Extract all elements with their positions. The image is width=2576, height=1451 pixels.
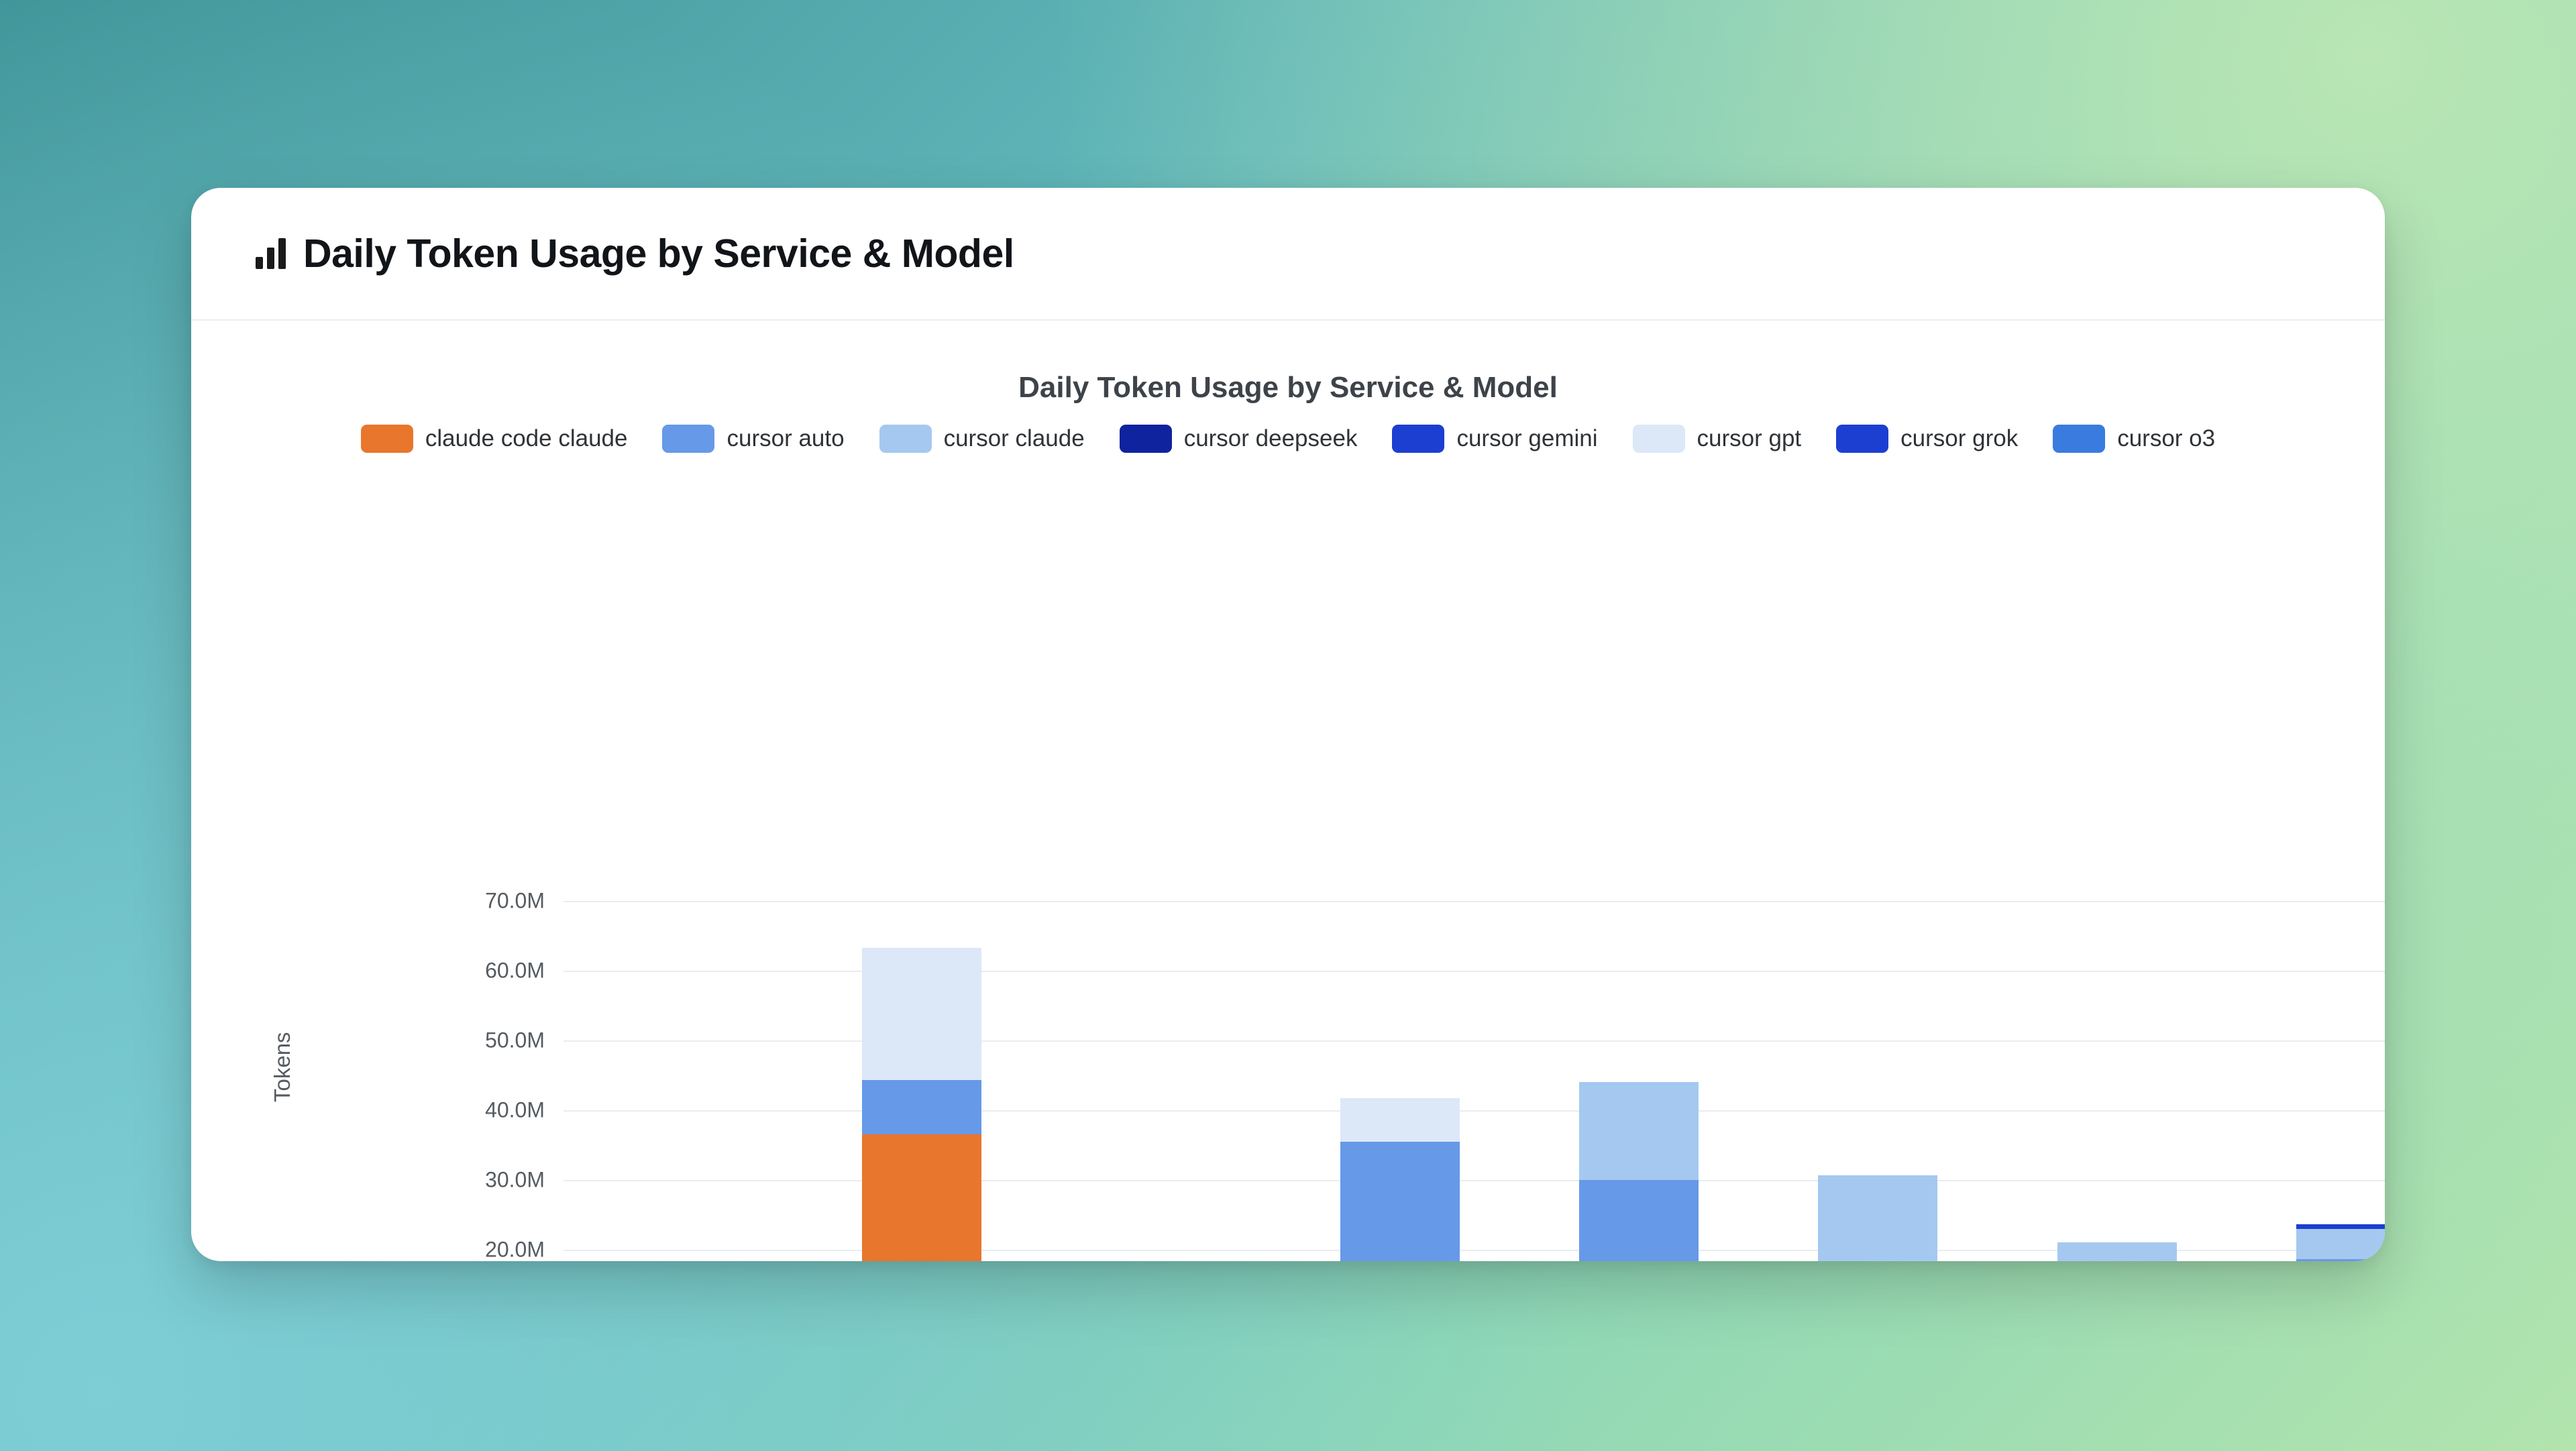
- gridline: [564, 1040, 2385, 1042]
- legend-label: cursor gemini: [1456, 425, 1598, 451]
- bar-stack[interactable]: [2057, 1242, 2177, 1261]
- legend-item[interactable]: cursor deepseek: [1119, 425, 1358, 453]
- legend-swatch-icon: [879, 425, 932, 453]
- bar-stack[interactable]: [1579, 1082, 1699, 1261]
- legend-label: cursor claude: [943, 425, 1085, 451]
- bar-segment[interactable]: [1818, 1175, 1938, 1261]
- legend-label: cursor o3: [2117, 425, 2216, 451]
- y-axis-tick-label: 60.0M: [485, 958, 545, 983]
- bar-stack[interactable]: [1818, 1175, 1938, 1261]
- gridline: [564, 1110, 2385, 1112]
- legend-label: cursor gpt: [1697, 425, 1802, 451]
- bar-segment[interactable]: [2296, 1228, 2385, 1259]
- page-title: Daily Token Usage by Service & Model: [303, 231, 1014, 276]
- bar-segment[interactable]: [1579, 1180, 1699, 1261]
- chart-card: Daily Token Usage by Service & Model Dai…: [191, 188, 2385, 1261]
- y-axis-tick-label: 50.0M: [485, 1028, 545, 1053]
- legend-label: cursor auto: [727, 425, 845, 451]
- y-axis-tick-label: 30.0M: [485, 1167, 545, 1192]
- gridline: [564, 1250, 2385, 1251]
- plot-area: Tokens 2025-08-012025-08-022025-08-03202…: [270, 889, 2385, 1261]
- bar-stack[interactable]: [1340, 1098, 1460, 1261]
- card-header: Daily Token Usage by Service & Model: [191, 188, 2385, 321]
- y-axis-tick-label: 20.0M: [485, 1237, 545, 1262]
- legend-label: claude code claude: [425, 425, 628, 451]
- legend-item[interactable]: cursor claude: [879, 425, 1085, 453]
- bar-segment[interactable]: [2296, 1258, 2385, 1261]
- bar-segment[interactable]: [862, 1080, 982, 1135]
- legend-label: cursor grok: [1900, 425, 2019, 451]
- legend-swatch-icon: [1392, 425, 1445, 453]
- bar-segment[interactable]: [862, 947, 982, 1081]
- legend-item[interactable]: cursor o3: [2053, 425, 2215, 453]
- legend-item[interactable]: cursor grok: [1836, 425, 2018, 453]
- bar-chart-icon: [256, 238, 286, 269]
- chart-body: Daily Token Usage by Service & Model cla…: [191, 321, 2385, 1261]
- legend-swatch-icon: [1119, 425, 1172, 453]
- bar-stack[interactable]: [2296, 1224, 2385, 1261]
- legend-swatch-icon: [1632, 425, 1685, 453]
- bar-segment[interactable]: [862, 1134, 982, 1261]
- legend-swatch-icon: [2053, 425, 2106, 453]
- chart-title: Daily Token Usage by Service & Model: [1018, 371, 1558, 404]
- legend-label: cursor deepseek: [1183, 425, 1358, 451]
- bar-segment[interactable]: [1340, 1098, 1460, 1142]
- legend-item[interactable]: claude code claude: [360, 425, 628, 453]
- y-axis-title: Tokens: [270, 1032, 294, 1102]
- gridline: [564, 1180, 2385, 1181]
- legend-item[interactable]: cursor gemini: [1392, 425, 1598, 453]
- y-axis-tick-label: 70.0M: [485, 888, 545, 913]
- chart-legend: claude code claude cursor auto cursor clau…: [191, 425, 2385, 453]
- gridline: [564, 971, 2385, 972]
- bar-stack[interactable]: [862, 947, 982, 1261]
- legend-item[interactable]: cursor gpt: [1632, 425, 1802, 453]
- legend-swatch-icon: [1836, 425, 1889, 453]
- legend-swatch-icon: [662, 425, 715, 453]
- bar-segment[interactable]: [2057, 1242, 2177, 1261]
- y-axis-tick-label: 40.0M: [485, 1097, 545, 1122]
- bar-segment[interactable]: [2296, 1224, 2385, 1229]
- legend-item[interactable]: cursor auto: [662, 425, 845, 453]
- bar-segment[interactable]: [1340, 1141, 1460, 1261]
- gridline: [564, 901, 2385, 902]
- legend-swatch-icon: [360, 425, 413, 453]
- bar-segment[interactable]: [1579, 1082, 1699, 1181]
